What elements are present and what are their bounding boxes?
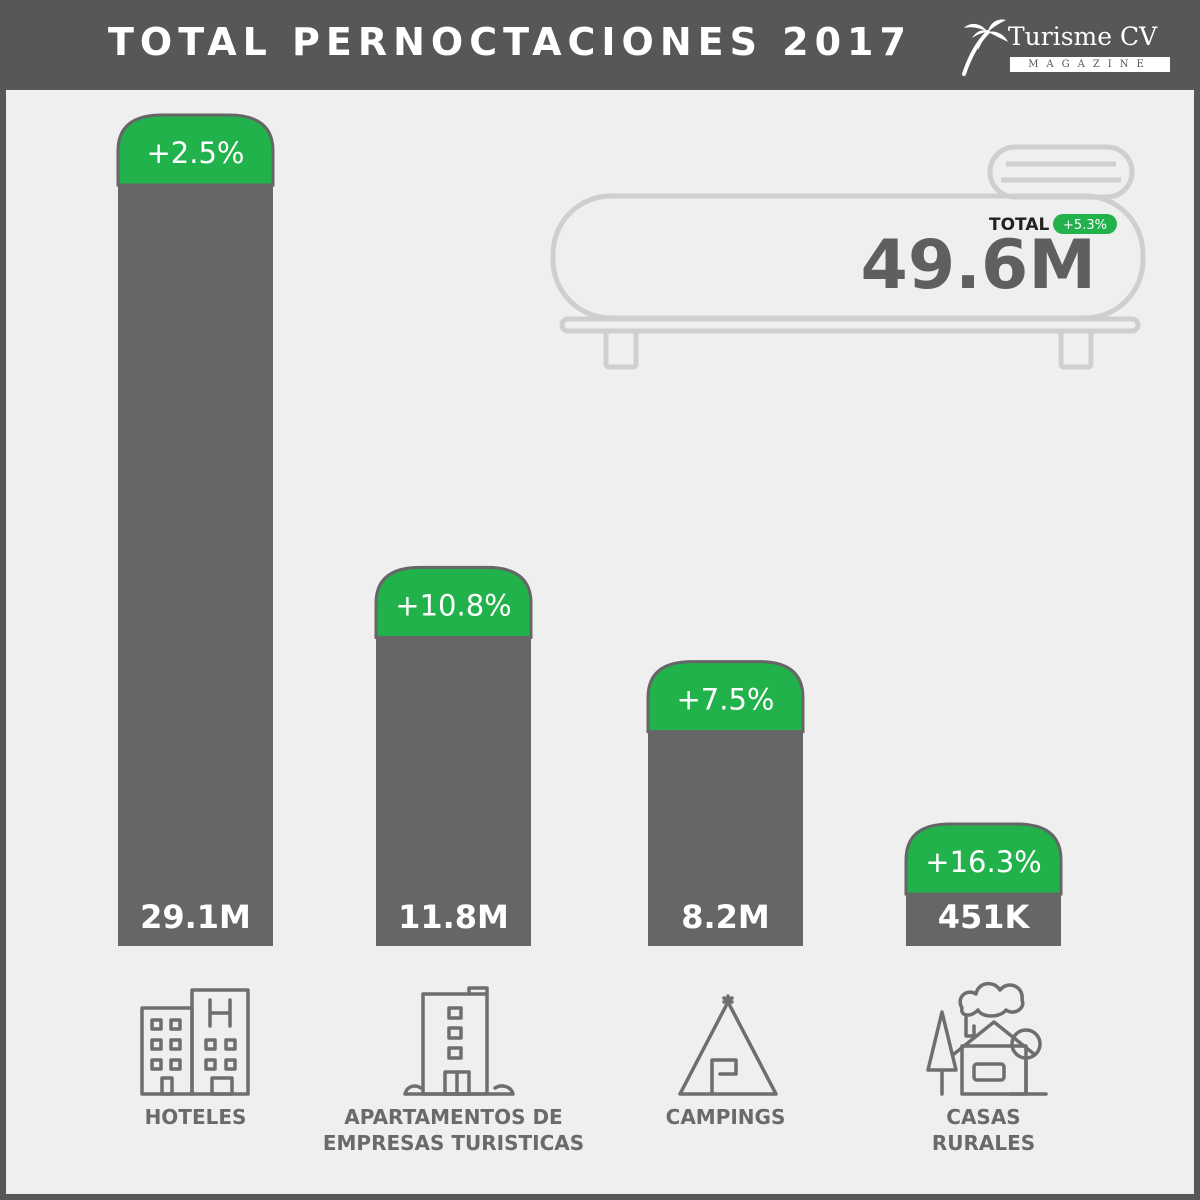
total-value: 49.6M bbox=[861, 226, 1096, 305]
bar bbox=[376, 637, 531, 946]
total-label: TOTAL bbox=[989, 215, 1049, 235]
bar bbox=[118, 185, 273, 946]
logo-subtitle: MAGAZINE bbox=[1010, 57, 1170, 72]
category-label: RURALES bbox=[932, 1131, 1035, 1155]
total-change-badge bbox=[1053, 214, 1117, 234]
bar-value-label: 8.2M bbox=[681, 898, 770, 936]
bar-value-label: 451K bbox=[938, 898, 1031, 936]
bar bbox=[906, 894, 1061, 946]
bar-change-label: +2.5% bbox=[147, 136, 245, 170]
total-change-label: +5.3% bbox=[1063, 218, 1107, 233]
bar-change-label: +7.5% bbox=[677, 683, 775, 717]
tent-icon bbox=[678, 994, 778, 1096]
bar-change-cap bbox=[904, 822, 1063, 896]
sofa-leg-right bbox=[1058, 328, 1094, 370]
category-label: APARTAMENTOS DE bbox=[344, 1105, 562, 1129]
hotel-building-icon bbox=[140, 988, 250, 1096]
logo-name: Turisme CV bbox=[1008, 22, 1158, 51]
bar-value-label: 29.1M bbox=[140, 898, 251, 936]
bar-chart: TOTAL +5.3% 49.6M +2.5% 29.1M HOTELES +10.8… bbox=[116, 113, 1146, 1155]
header-bar: TOTAL PERNOCTACIONES 2017 Turisme CV MAG… bbox=[0, 0, 1200, 90]
bar-change-cap bbox=[116, 113, 275, 187]
brand-logo: Turisme CV MAGAZINE bbox=[960, 16, 1175, 76]
sofa-leg-left bbox=[603, 328, 639, 370]
page-title: TOTAL PERNOCTACIONES 2017 bbox=[108, 20, 912, 64]
bar-change-label: +16.3% bbox=[925, 845, 1041, 879]
rural-house-icon bbox=[926, 981, 1048, 1096]
sofa-base bbox=[559, 316, 1141, 334]
bar-value-label: 11.8M bbox=[398, 898, 509, 936]
category-label: HOTELES bbox=[145, 1105, 247, 1129]
bar-change-cap bbox=[646, 660, 805, 734]
category-label: CASAS bbox=[946, 1105, 1020, 1129]
sofa-cushion bbox=[987, 144, 1135, 200]
palm-tree-icon bbox=[962, 19, 1008, 76]
bars-layer: +2.5% 29.1M HOTELES +10.8% 11.8M APARTAMENTOS… bbox=[116, 113, 1063, 1155]
chart-panel: TOTAL +5.3% 49.6M +2.5% 29.1M HOTELES +10.8… bbox=[6, 90, 1194, 1194]
category-label: EMPRESAS TURISTICAS bbox=[323, 1131, 584, 1155]
bar-change-cap bbox=[374, 565, 533, 639]
category-label: CAMPINGS bbox=[666, 1105, 786, 1129]
bar-change-label: +10.8% bbox=[395, 588, 511, 622]
apartment-building-icon bbox=[403, 986, 515, 1096]
bar bbox=[648, 731, 803, 946]
total-sofa-illustration bbox=[550, 144, 1146, 370]
